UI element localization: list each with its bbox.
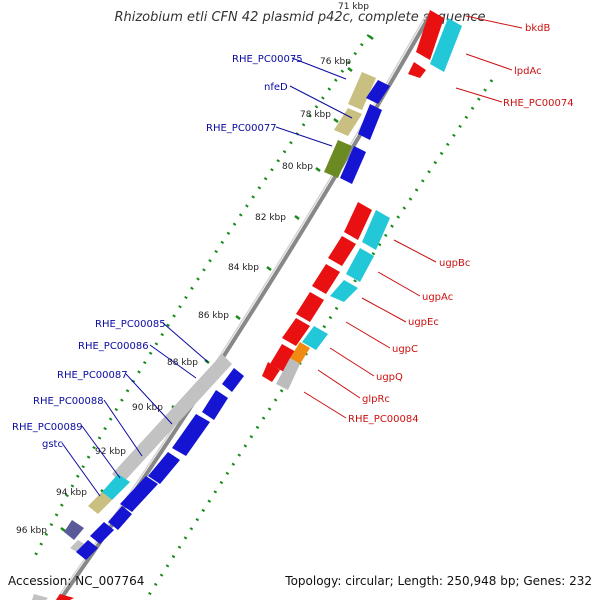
label-ugpQ[interactable]: ugpQ	[376, 372, 403, 383]
gene-gstc-olive[interactable]	[88, 492, 112, 514]
gene-RHE_PC00084-gray[interactable]	[276, 358, 300, 390]
gene-96k-purple[interactable]	[64, 520, 84, 540]
gene-RHE_PC00086-blue[interactable]	[202, 390, 228, 420]
gene-RHE_PC00084-red[interactable]	[262, 362, 280, 382]
tick-label-92: 92 kbp	[95, 447, 126, 457]
gene-ugpQ-cyan[interactable]	[302, 326, 328, 350]
gene-ugpAc-red[interactable]	[328, 236, 356, 266]
gene-ugpC-red[interactable]	[296, 292, 324, 322]
gene-RHE_PC00088-blue[interactable]	[148, 452, 180, 484]
tick-label-88: 88 kbp	[167, 358, 198, 368]
gene-RHE_PC00075-olive[interactable]	[348, 72, 376, 110]
gene-nfeD-blue[interactable]	[366, 80, 390, 104]
gene-RHE_PC00077-blue-2[interactable]	[340, 146, 366, 184]
gene-ugpBc-cyan[interactable]	[362, 210, 390, 250]
label-ugpEc[interactable]: ugpEc	[408, 317, 439, 328]
inner-dotted-ring	[31, 34, 371, 561]
gene-bkdB-arrow[interactable]	[416, 10, 444, 60]
gene-nfeD-olive[interactable]	[334, 108, 362, 136]
gene-RHE_PC00089-blue[interactable]	[120, 476, 158, 512]
tick-label-80: 80 kbp	[282, 162, 313, 172]
tick-label-84: 84 kbp	[228, 263, 259, 273]
label-ugpC[interactable]: ugpC	[392, 344, 418, 355]
gene-bkdB-cyan[interactable]	[430, 18, 462, 72]
right-label-lines	[303, 15, 523, 419]
gene-gstc-blue[interactable]	[108, 506, 132, 530]
gene-glpRc-red[interactable]	[270, 344, 296, 372]
gene-RHE_PC00089-cyan[interactable]	[102, 474, 130, 500]
gene-lpdAc-arrow[interactable]	[408, 62, 426, 78]
tick-label-94: 94 kbp	[56, 488, 87, 498]
gene-96k-blue-a[interactable]	[90, 522, 114, 544]
gene-RHE_PC00087-blue[interactable]	[172, 414, 210, 456]
label-ugpAc[interactable]: ugpAc	[422, 292, 453, 303]
label-nfeD[interactable]: nfeD	[264, 82, 288, 93]
tick-label-82: 82 kbp	[255, 213, 286, 223]
label-RHE_PC00077[interactable]: RHE_PC00077	[206, 123, 277, 134]
reverse-strand-features	[262, 10, 462, 390]
backbone-highlight	[55, 14, 427, 600]
tick-label-76: 76 kbp	[320, 57, 351, 67]
gene-bottom-gray[interactable]	[32, 594, 48, 600]
gene-bottom-red[interactable]	[56, 594, 74, 600]
label-ugpBc[interactable]: ugpBc	[439, 258, 470, 269]
gene-ugpEc-red[interactable]	[312, 264, 340, 294]
gene-RHE_PC00077-blue[interactable]	[358, 104, 382, 140]
tick-label-71: 71 kbp	[338, 2, 369, 12]
label-RHE_PC00089[interactable]: RHE_PC00089	[12, 422, 83, 433]
summary-text: Topology: circular; Length: 250,948 bp; …	[285, 574, 592, 588]
gene-96k-blue-b[interactable]	[76, 540, 98, 560]
gene-RHE_PC00077-darkolive[interactable]	[324, 140, 352, 178]
label-lpdAc[interactable]: lpdAc	[514, 66, 542, 77]
tick-label-78: 78 kbp	[300, 110, 331, 120]
accession-text: Accession: NC_007764	[8, 574, 145, 588]
label-RHE_PC00075[interactable]: RHE_PC00075	[232, 54, 303, 65]
label-bkdB[interactable]: bkdB	[525, 23, 550, 34]
map-title: Rhizobium etli CFN 42 plasmid p42c, comp…	[114, 10, 486, 25]
tick-label-96: 96 kbp	[16, 526, 47, 536]
left-label-lines	[61, 57, 353, 497]
gene-glpRc-orange[interactable]	[290, 342, 310, 364]
label-RHE_PC00085[interactable]: RHE_PC00085	[95, 319, 166, 330]
gene-ugpQ-red[interactable]	[282, 318, 310, 346]
tick-label-90: 90 kbp	[132, 403, 163, 413]
label-RHE_PC00088[interactable]: RHE_PC00088	[33, 396, 104, 407]
forward-strand-features	[32, 72, 390, 600]
label-RHE_PC00074[interactable]: RHE_PC00074	[503, 98, 574, 109]
label-RHE_PC00087[interactable]: RHE_PC00087	[57, 370, 128, 381]
tick-label-86: 86 kbp	[198, 311, 229, 321]
gene-RHE_PC00085-blue[interactable]	[222, 368, 244, 392]
gene-ugpBc-red[interactable]	[344, 202, 372, 240]
gene-ugpEc-cyan[interactable]	[330, 280, 358, 302]
label-RHE_PC00084[interactable]: RHE_PC00084	[348, 414, 419, 425]
gene-RHE_PC00085-gray[interactable]	[112, 354, 232, 484]
gene-ugpAc-cyan[interactable]	[346, 248, 374, 282]
label-gstc[interactable]: gstc	[42, 439, 63, 450]
label-glpRc[interactable]: glpRc	[362, 394, 390, 405]
label-RHE_PC00086[interactable]: RHE_PC00086	[78, 341, 149, 352]
